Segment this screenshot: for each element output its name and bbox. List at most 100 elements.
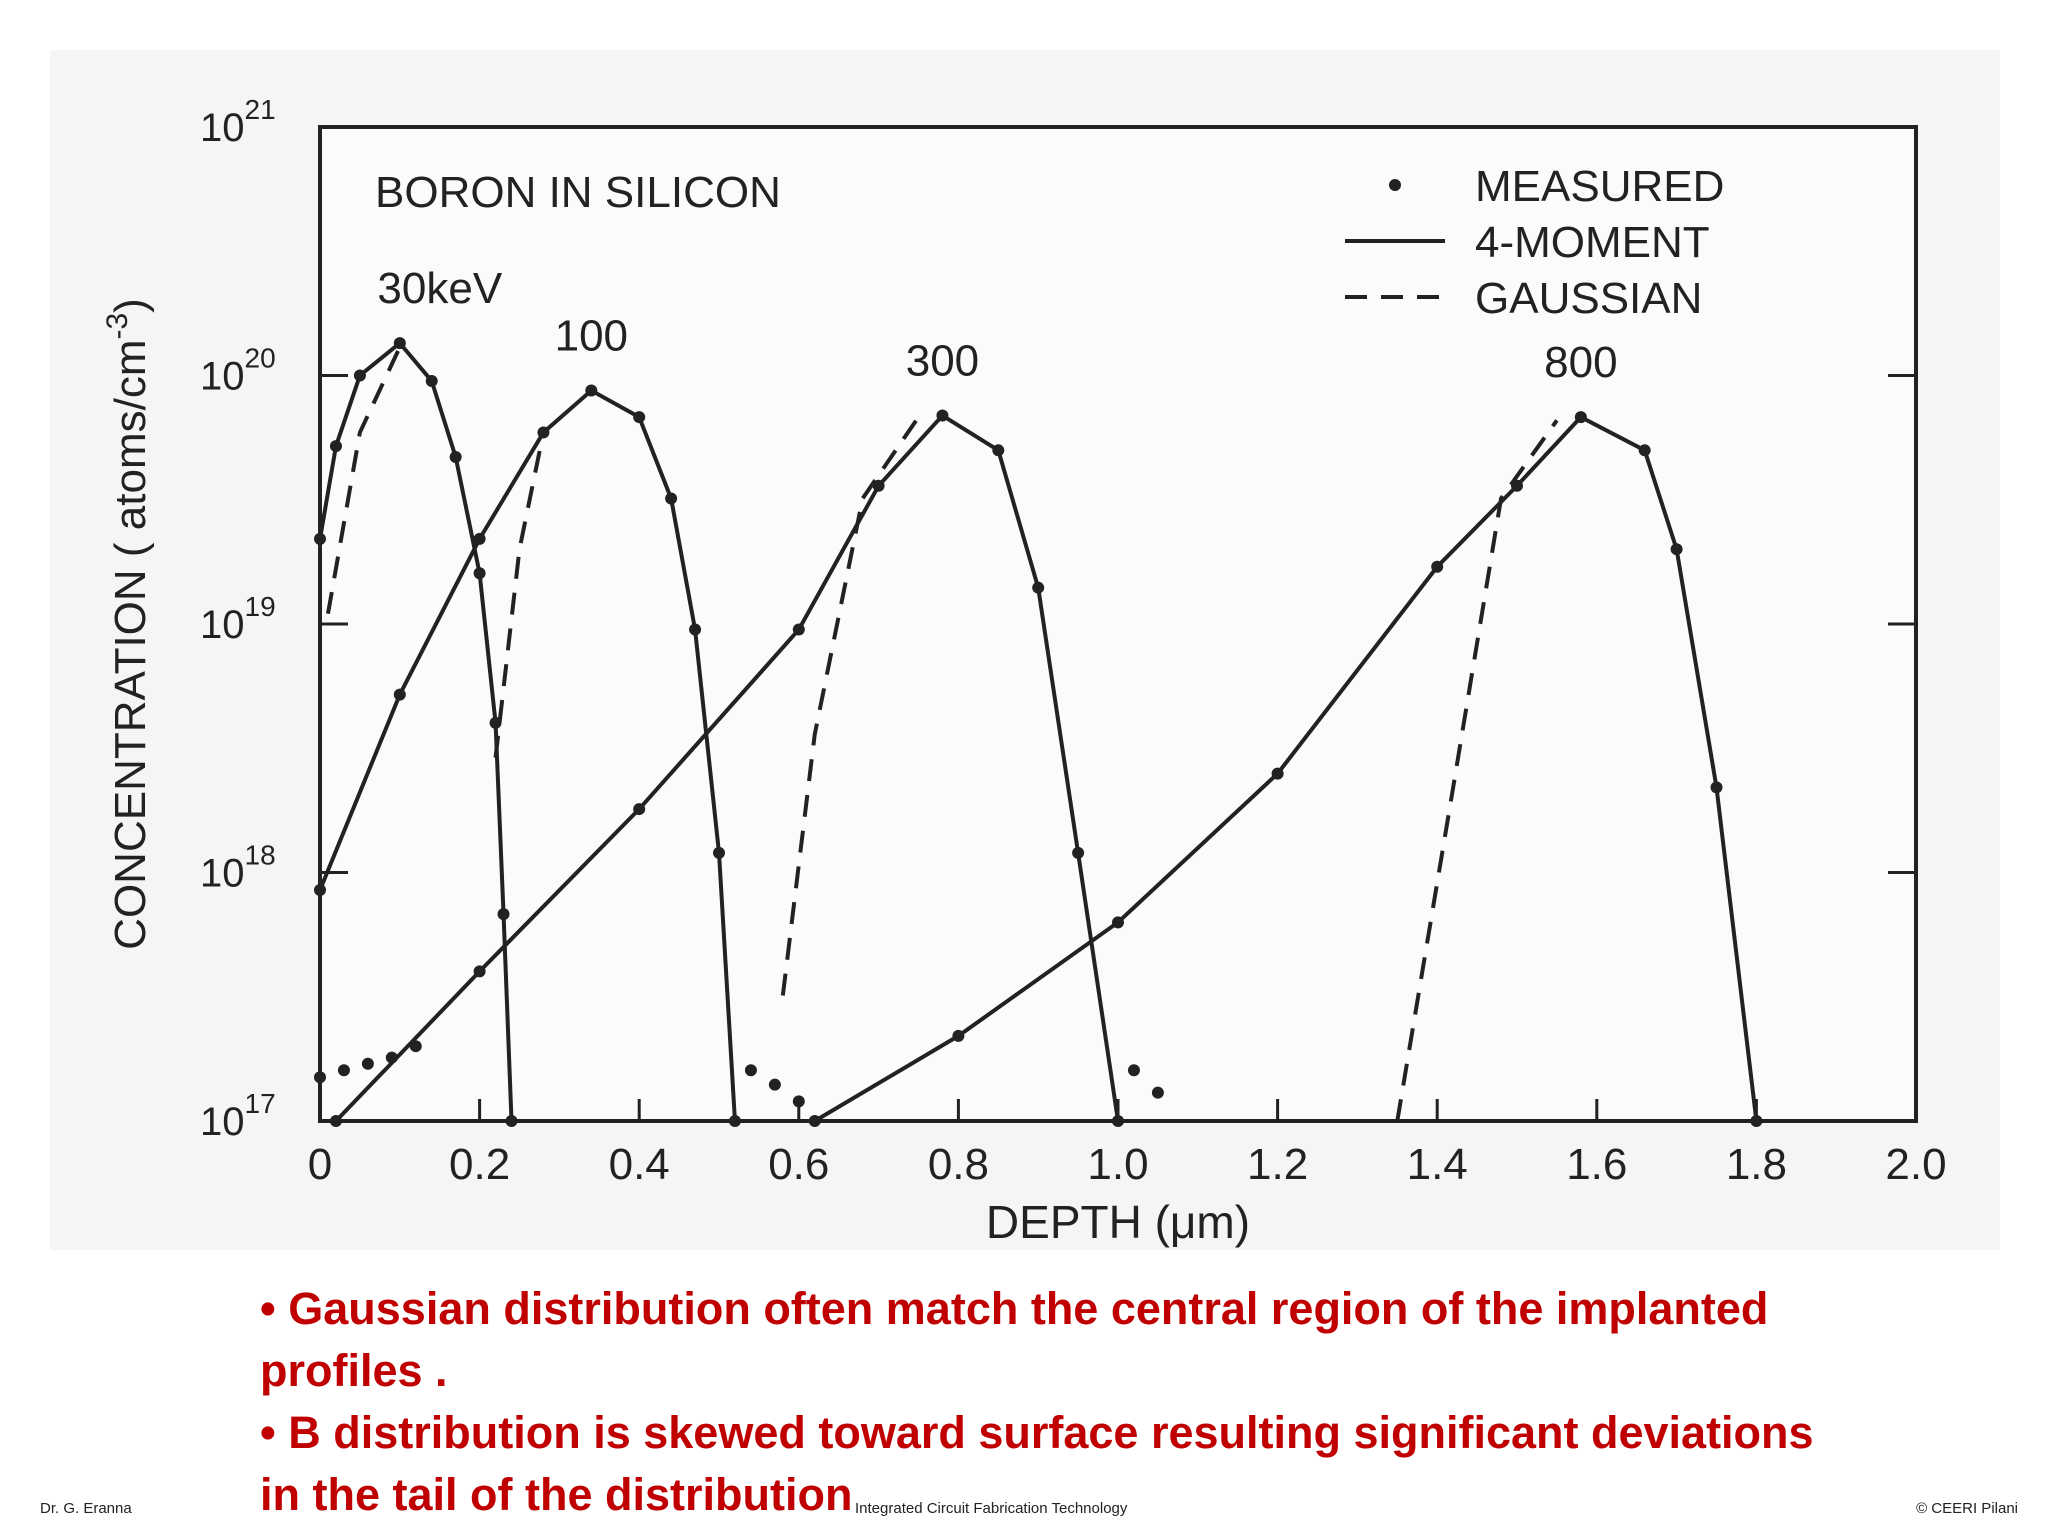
measured-point xyxy=(425,375,438,388)
x-tick-label: 0.4 xyxy=(609,1140,670,1189)
chart: BORON IN SILICON DEPTH (μm) CONCENTRATIO… xyxy=(101,94,1947,1248)
measured-point xyxy=(936,409,949,422)
measured-point xyxy=(1750,1115,1763,1127)
plot-frame xyxy=(318,125,1918,1123)
y-tick-label: 1020 xyxy=(200,343,276,399)
legend-label: MEASURED xyxy=(1475,162,1724,211)
measured-point xyxy=(1127,1064,1140,1077)
y-tick-base: 10 xyxy=(200,603,245,647)
measured-point xyxy=(665,492,678,505)
x-tick-label: 0.6 xyxy=(768,1140,829,1189)
measured-point xyxy=(728,1115,741,1127)
measured-point xyxy=(361,1057,374,1070)
measured-point xyxy=(689,623,702,636)
footer-left: Dr. G. Eranna xyxy=(40,1500,132,1517)
footer-right: © CEERI Pilani xyxy=(1916,1500,2018,1517)
x-tick-label: 1.0 xyxy=(1087,1140,1148,1189)
bullet: • Gaussian distribution often match the … xyxy=(260,1283,1769,1396)
measured-point xyxy=(314,1071,326,1084)
legend-marker xyxy=(1389,179,1401,191)
x-tick-label: 0.2 xyxy=(449,1140,510,1189)
measured-point xyxy=(1271,767,1284,780)
x-tick-label: 1.8 xyxy=(1726,1140,1787,1189)
measured-point xyxy=(329,1115,342,1127)
measured-point xyxy=(314,532,326,545)
measured-point xyxy=(1638,444,1651,457)
y-tick-exponent: 18 xyxy=(245,840,276,871)
series-label: 100 xyxy=(555,312,628,361)
measured-point xyxy=(337,1064,350,1077)
measured-point xyxy=(744,1064,757,1077)
y-tick-exponent: 20 xyxy=(245,343,276,374)
gaussian-line xyxy=(326,346,402,615)
series-label: 300 xyxy=(906,337,979,386)
y-tick-label: 1017 xyxy=(200,1088,276,1144)
measured-point xyxy=(1710,781,1723,794)
y-tick-label: 1018 xyxy=(200,840,276,896)
x-tick-label: 1.2 xyxy=(1247,1140,1308,1189)
moment-line xyxy=(318,340,514,1122)
y-axis-label: CONCENTRATION ( atoms/cm-3) xyxy=(101,298,155,950)
measured-point xyxy=(952,1029,965,1042)
measured-point xyxy=(449,450,462,463)
y-tick-exponent: 17 xyxy=(245,1088,276,1119)
measured-point xyxy=(1151,1086,1164,1099)
legend-label: 4-MOMENT xyxy=(1475,218,1710,267)
measured-point xyxy=(473,965,486,978)
legend-label: GAUSSIAN xyxy=(1475,274,1702,323)
measured-point xyxy=(473,567,486,580)
measured-point xyxy=(314,884,326,897)
x-tick-label: 1.6 xyxy=(1566,1140,1627,1189)
measured-point xyxy=(353,369,366,382)
measured-point xyxy=(329,440,342,453)
measured-point xyxy=(585,384,598,397)
measured-point xyxy=(473,532,486,545)
y-axis-label-text: CONCENTRATION ( atoms/cm xyxy=(106,340,155,950)
measured-point xyxy=(1670,543,1683,556)
measured-point xyxy=(393,688,406,701)
measured-point xyxy=(792,1095,805,1108)
measured-point xyxy=(992,444,1005,457)
measured-point xyxy=(808,1115,821,1127)
y-axis-label-exponent: -3 xyxy=(101,313,134,340)
y-tick-exponent: 21 xyxy=(245,94,276,125)
y-tick-base: 10 xyxy=(200,852,245,896)
y-tick-label: 1019 xyxy=(200,591,276,647)
measured-point xyxy=(1574,411,1587,424)
gaussian-line xyxy=(493,432,546,758)
measured-point xyxy=(1032,581,1045,594)
x-tick-label: 2.0 xyxy=(1885,1140,1946,1189)
y-tick-base: 10 xyxy=(200,1100,245,1144)
y-axis-label-end: ) xyxy=(106,298,155,313)
measured-point xyxy=(497,908,510,921)
bullet-text: Gaussian distribution often match the ce… xyxy=(260,1283,1769,1396)
y-tick-base: 10 xyxy=(200,106,245,150)
bullet: • B distribution is skewed toward surfac… xyxy=(260,1407,1814,1520)
measured-point xyxy=(768,1078,781,1091)
gaussian-line xyxy=(780,415,921,996)
measured-point xyxy=(393,337,406,350)
measured-point xyxy=(1431,560,1444,573)
x-tick-label: 1.4 xyxy=(1407,1140,1468,1189)
moment-line xyxy=(334,412,1120,1123)
measured-point xyxy=(792,623,805,636)
measured-point xyxy=(633,803,646,816)
series-label: 30keV xyxy=(377,264,502,313)
y-tick-base: 10 xyxy=(200,355,245,399)
y-tick-exponent: 19 xyxy=(245,591,276,622)
gaussian-line xyxy=(1395,419,1559,1122)
footer-center: Integrated Circuit Fabrication Technolog… xyxy=(855,1500,1128,1517)
x-tick-label: 0.8 xyxy=(928,1140,989,1189)
x-tick-label: 0 xyxy=(308,1140,332,1189)
chart-title: BORON IN SILICON xyxy=(375,168,781,217)
y-tick-label: 1021 xyxy=(200,94,276,150)
measured-point xyxy=(1112,1115,1124,1127)
bullet-text: B distribution is skewed toward surface … xyxy=(260,1407,1814,1520)
measured-point xyxy=(713,846,725,859)
x-axis-label: DEPTH (μm) xyxy=(986,1196,1250,1248)
series-label: 800 xyxy=(1544,338,1617,387)
measured-point xyxy=(1112,916,1124,929)
moment-line xyxy=(318,388,737,1122)
measured-point xyxy=(505,1115,518,1127)
